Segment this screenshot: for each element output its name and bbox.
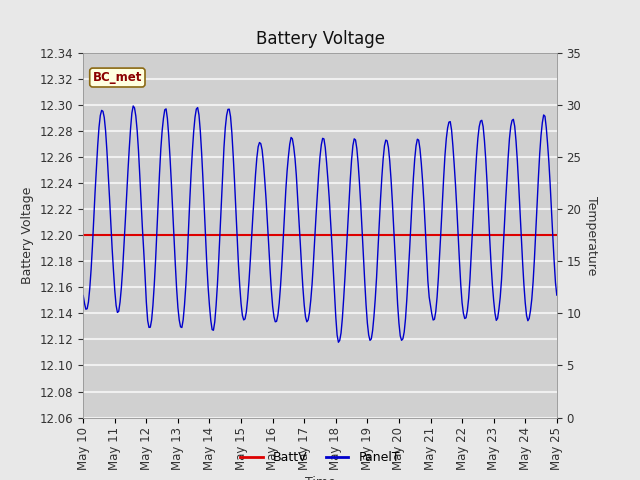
X-axis label: Time: Time [305,476,335,480]
Y-axis label: Battery Voltage: Battery Voltage [21,187,34,284]
Title: Battery Voltage: Battery Voltage [255,30,385,48]
Y-axis label: Temperature: Temperature [585,195,598,275]
Text: BC_met: BC_met [93,71,142,84]
Legend: BattV, PanelT: BattV, PanelT [235,446,405,469]
